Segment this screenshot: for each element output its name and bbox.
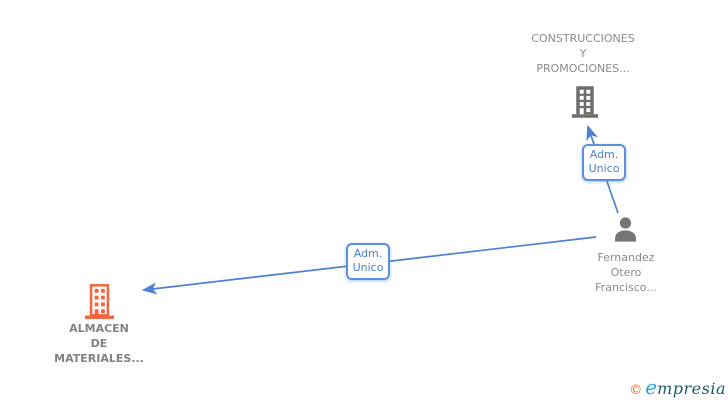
node-company-left[interactable]: ALMACEN DE MATERIALES... (29, 321, 169, 366)
building-icon[interactable] (84, 284, 115, 323)
node-label-line: Francisco... (595, 281, 657, 294)
edge-label-line: Unico (588, 162, 620, 175)
edge-label-line: Adm. (589, 148, 619, 161)
node-label-line: Y (579, 47, 587, 60)
node-label-line: Otero (610, 266, 642, 279)
node-person[interactable]: Fernandez Otero Francisco... (566, 250, 686, 295)
brand-text: mpresia (657, 379, 726, 398)
building-icon[interactable] (571, 85, 599, 123)
edge-label-adm-unico-left: Adm. Unico (346, 243, 390, 280)
edge-label-line: Adm. (353, 247, 383, 260)
node-label-line: PROMOCIONES... (536, 62, 630, 75)
node-label-line: Fernandez (597, 251, 655, 264)
person-icon[interactable] (612, 216, 639, 252)
brand-letter-e: e (645, 375, 658, 399)
node-label-line: MATERIALES... (54, 352, 144, 365)
empresia-logo: © e mpresia (629, 377, 726, 398)
node-label-line: CONSTRUCCIONES (531, 32, 635, 45)
copyright-icon: © (629, 383, 643, 398)
edge-label-line: Unico (352, 261, 384, 274)
node-label-line: DE (90, 337, 108, 350)
node-label-line: ALMACEN (69, 322, 129, 335)
edge-label-adm-unico-top: Adm. Unico (582, 144, 626, 181)
node-company-top[interactable]: CONSTRUCCIONES Y PROMOCIONES... (493, 31, 673, 76)
